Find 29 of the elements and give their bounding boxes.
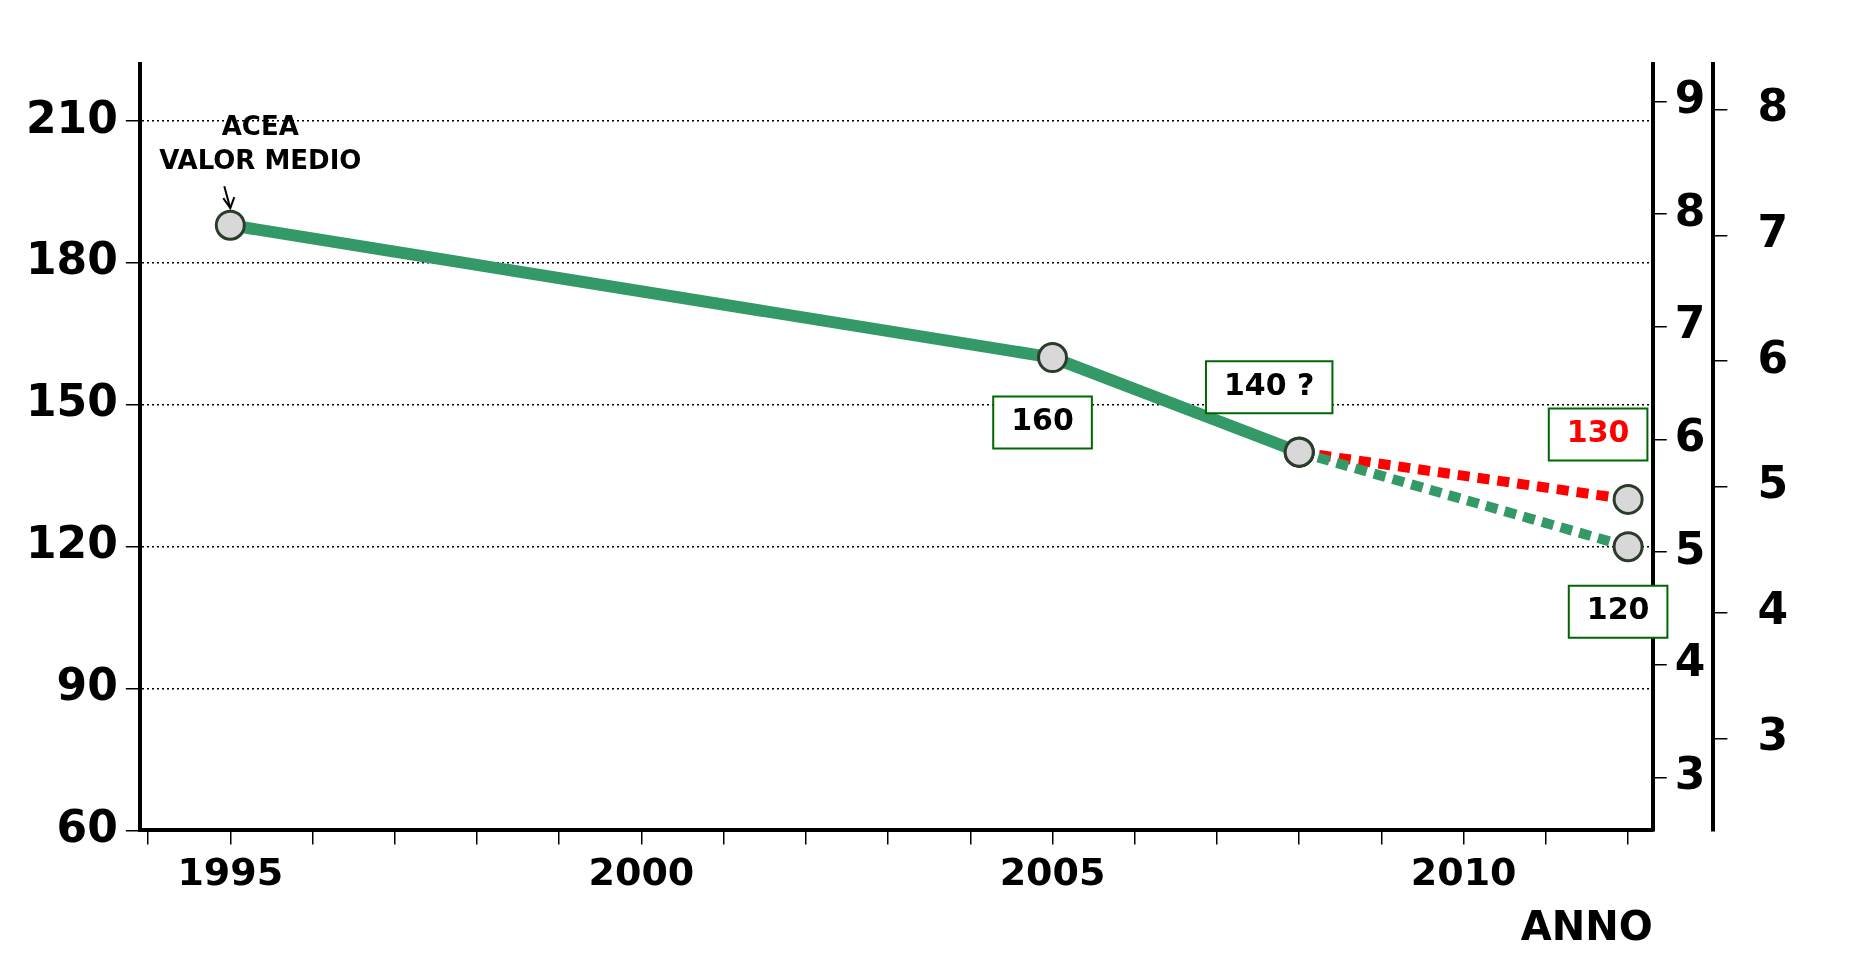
y-tick-label: 150 [25, 375, 118, 427]
y3-tick-label: 5 [1757, 457, 1789, 509]
y2-tick-label: 8 [1674, 184, 1706, 236]
data-label: 130 [1566, 414, 1630, 450]
annotation: ACEA VALOR MEDIO [159, 110, 362, 175]
y2-tick-label: 5 [1674, 522, 1706, 574]
data-label: 120 [1586, 591, 1650, 627]
y2-tick-label: 3 [1674, 747, 1706, 799]
x-tick-label: 2010 [1410, 850, 1517, 895]
y-tick-label: 90 [56, 658, 118, 710]
y3-tick-label: 6 [1757, 331, 1789, 383]
y2-tick-label: 9 [1674, 72, 1706, 124]
y-tick-label: 60 [56, 800, 118, 852]
y-tick-label: 180 [25, 233, 118, 285]
x-tick-label: 1995 [177, 850, 284, 895]
data-label: 140 ? [1223, 366, 1315, 402]
data-label: 160 [1011, 402, 1074, 438]
y3-tick-label: 4 [1757, 583, 1789, 635]
y2-tick-label: 4 [1674, 635, 1706, 687]
y2-tick-label: 6 [1674, 409, 1706, 461]
y3-tick-label: 8 [1757, 80, 1789, 132]
x-tick-label: 2005 [999, 850, 1106, 895]
y2-tick-label: 7 [1674, 297, 1706, 349]
y-tick-label: 210 [25, 91, 118, 143]
y3-tick-label: 3 [1757, 709, 1789, 761]
y3-tick-label: 7 [1757, 205, 1789, 257]
x-tick-label: 2000 [588, 850, 695, 895]
x-axis-title: ANNO [1520, 903, 1653, 950]
y-tick-label: 120 [25, 517, 118, 569]
